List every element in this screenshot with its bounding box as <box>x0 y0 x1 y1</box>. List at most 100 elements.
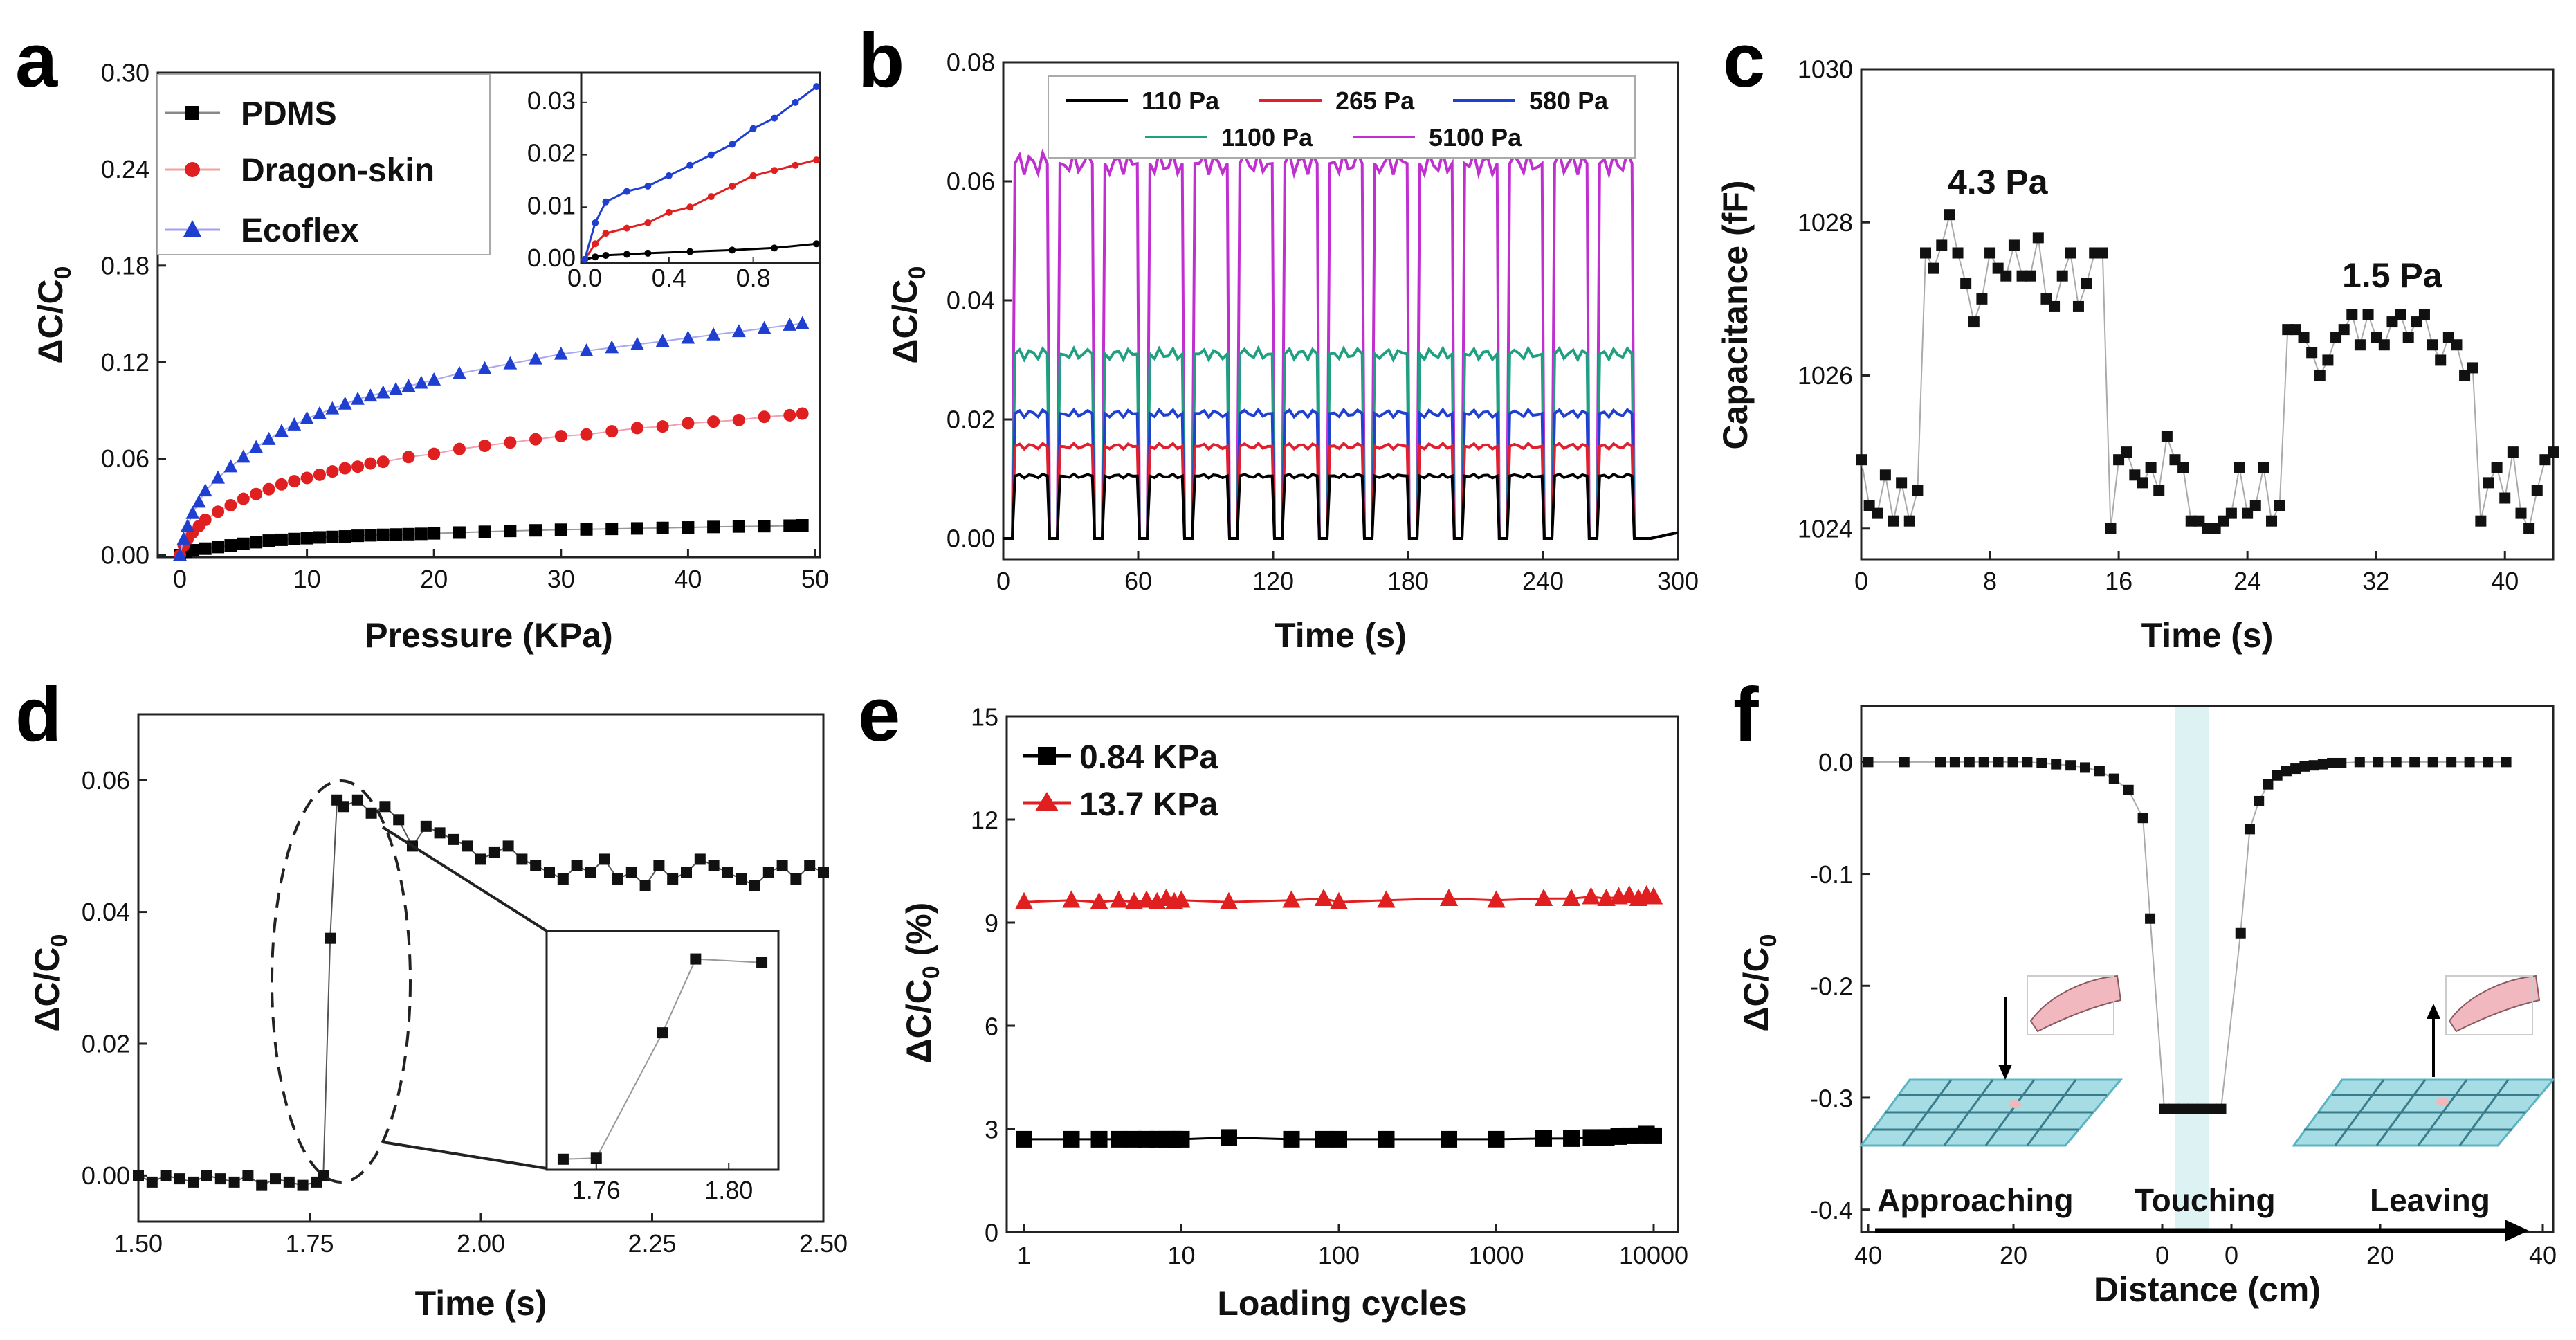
a-inset-point-Ecoflex <box>813 83 820 91</box>
d-inset-point <box>657 1027 668 1039</box>
c-point <box>2097 247 2108 259</box>
a-inset-point-Ecoflex <box>707 151 715 159</box>
a-xtick-label: 30 <box>547 565 575 593</box>
a-point-Dragon-skin <box>262 482 275 496</box>
e-point-13.7 KPa <box>1137 890 1156 908</box>
a-point-PDMS <box>250 536 263 549</box>
legend-ecoflex-label: Ecoflex <box>241 212 359 249</box>
f-ylabel-sub: 0 <box>1755 934 1782 948</box>
f-point <box>2036 757 2047 768</box>
f-ytick-label: -0.2 <box>1810 972 1853 1001</box>
b-xlabel: Time (s) <box>1275 616 1407 655</box>
panel-f-plot: 40 20 0 0 20 40 0.0 -0.1 -0.2 -0.3 -0.4 Distance (c… <box>1737 705 2557 1309</box>
c-point <box>1920 247 1932 259</box>
d-inset-point <box>557 1153 569 1165</box>
annotation-4-3-pa: 4.3 Pa <box>1948 163 2049 201</box>
c-point <box>2467 362 2478 374</box>
d-point <box>475 853 486 865</box>
b-xtick-label: 0 <box>996 567 1010 595</box>
a-inset-point-Ecoflex <box>623 188 630 195</box>
a-point-Ecoflex <box>198 483 212 497</box>
d-point <box>557 873 569 885</box>
c-point <box>2081 278 2092 289</box>
a-inset-point-PDMS <box>623 251 630 258</box>
c-point <box>2483 477 2494 489</box>
c-point <box>2258 462 2269 473</box>
a-inset-frame <box>580 71 821 264</box>
d-inset-xtick-label: 1.76 <box>572 1176 621 1204</box>
legend-dragon-skin-label: Dragon-skin <box>241 152 435 189</box>
a-inset-point-Ecoflex <box>644 183 652 190</box>
f-point <box>2464 757 2475 768</box>
a-inset-point-Ecoflex <box>749 125 757 132</box>
f-point <box>2327 757 2338 768</box>
c-point <box>2025 270 2036 282</box>
d-point <box>571 860 583 871</box>
a-inset-point-Ecoflex <box>602 198 610 206</box>
b-ytick-label: 0.00 <box>947 525 995 553</box>
f-point <box>2235 927 2246 939</box>
c-point <box>1952 247 1964 259</box>
a-point-Dragon-skin <box>707 415 720 428</box>
a-point-Ecoflex <box>192 494 206 508</box>
e-ytick-label: 0 <box>985 1218 998 1247</box>
a-point-Dragon-skin <box>351 460 365 473</box>
a-point-PDMS <box>453 526 466 539</box>
d-point <box>325 932 336 944</box>
c-point <box>2362 309 2374 320</box>
c-point <box>2354 339 2366 351</box>
d-point <box>488 846 500 858</box>
f-point <box>2336 757 2347 768</box>
a-point-PDMS <box>376 528 390 541</box>
f-ytick-label: 0.0 <box>1818 748 1853 777</box>
hand-icon-approaching <box>2029 975 2122 1033</box>
panel-f: 40 20 0 0 20 40 0.0 -0.1 -0.2 -0.3 -0.4 Distance (c… <box>1737 705 2557 1309</box>
d-point <box>297 1179 309 1191</box>
b-xtick-label: 240 <box>1522 567 1564 595</box>
a-point-PDMS <box>275 533 288 546</box>
c-point <box>1912 485 1924 496</box>
d-point <box>790 873 802 885</box>
approach-arrow-head <box>1998 1065 2012 1080</box>
f-point <box>2427 757 2438 768</box>
d-inset-point <box>756 957 768 968</box>
panel-a: 0 10 20 30 40 500.000.060.120.180.240.30Press… <box>31 59 829 655</box>
a-point-Dragon-skin <box>376 455 390 469</box>
c-point <box>2072 300 2084 312</box>
a-point-Dragon-skin <box>313 468 326 481</box>
e-xtick-label: 10 <box>1167 1241 1195 1269</box>
f-point <box>1978 757 1989 768</box>
a-point-Ecoflex <box>681 330 695 344</box>
a-point-Ecoflex <box>795 316 810 329</box>
d-point <box>228 1176 240 1188</box>
a-point-Ecoflex <box>655 334 670 347</box>
a-point-Ecoflex <box>427 372 441 386</box>
a-inset-ytick-label: 0.03 <box>527 87 576 115</box>
e-point-0.84 KPa <box>1645 1127 1662 1144</box>
d-point <box>516 853 528 865</box>
a-point-PDMS <box>313 531 326 544</box>
a-inset-point-Dragon-skin <box>592 240 599 248</box>
a-inset-point-Dragon-skin <box>813 156 820 164</box>
c-xtick-label: 0 <box>1854 567 1868 595</box>
a-point-Dragon-skin <box>554 430 567 443</box>
a-point-Ecoflex <box>173 547 187 561</box>
a-point-Ecoflex <box>236 449 250 463</box>
c-point <box>1879 469 1891 481</box>
c-ylabel: Capacitance (fF) <box>1716 181 1755 450</box>
c-point <box>2008 239 2020 251</box>
a-point-Ecoflex <box>554 346 568 360</box>
d-point <box>667 873 679 885</box>
legend-dragon-skin-marker <box>185 162 200 177</box>
d-point <box>804 860 816 871</box>
a-point-Ecoflex <box>376 385 390 399</box>
f-point <box>2263 779 2274 790</box>
b-ylabel-sub: 0 <box>904 266 931 280</box>
e-ytick-label: 6 <box>985 1012 998 1040</box>
legend-pdms-marker <box>185 106 199 120</box>
a-ytick-label: 0.30 <box>101 59 149 87</box>
a-inset-point-Dragon-skin <box>686 203 694 211</box>
f-point <box>2145 913 2156 924</box>
c-point <box>2418 309 2430 320</box>
a-point-Dragon-skin <box>250 487 263 500</box>
